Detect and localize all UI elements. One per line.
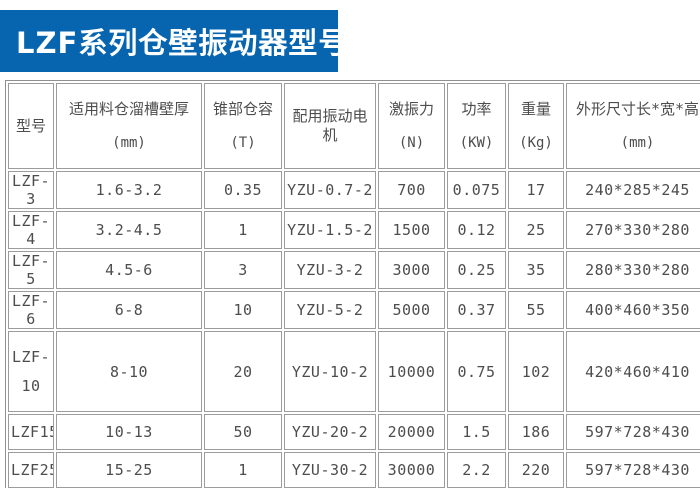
value-cell: YZU-3-2 [284, 251, 376, 289]
value-cell: 3 [204, 251, 282, 289]
column-unit: (T) [230, 135, 256, 152]
model-cell: LZF25 [8, 452, 54, 488]
model-line: LZF- [11, 348, 51, 366]
column-header-motor: 配用振动电机 [284, 83, 376, 169]
value-cell: 10-13 [56, 414, 202, 450]
column-unit: (KW) [459, 135, 494, 152]
spec-table: 型号 适用料仓溜槽壁厚 (mm) 锥部仓容 (T) 配用振动电机 激振力 (N) 功率 (KW) 重… [5, 80, 700, 488]
value-cell: 0.75 [447, 331, 506, 412]
column-label: 功率 [461, 100, 492, 119]
value-cell: 35 [508, 251, 564, 289]
value-cell: 700 [378, 171, 445, 209]
value-cell: 17 [508, 171, 564, 209]
value-cell: 0.37 [447, 291, 506, 329]
column-unit: (Kg) [519, 135, 553, 152]
value-cell: 1 [204, 452, 282, 488]
value-cell: 0.35 [204, 171, 282, 209]
value-cell: 2.2 [447, 452, 506, 488]
value-cell: 5000 [378, 291, 445, 329]
value-cell: YZU-30-2 [284, 452, 376, 488]
value-cell: 30000 [378, 452, 445, 488]
table-row: LZF-5 4.5-6 3 YZU-3-2 3000 0.25 35 280*330*280 [8, 251, 700, 289]
banner: LZF系列仓壁振动器型号 [0, 10, 347, 72]
column-header-exciting-force: 激振力 (N) [378, 83, 445, 169]
model-cell: LZF-5 [8, 251, 54, 289]
table-row: LZF25 15-25 1 YZU-30-2 30000 2.2 220 597*728*43… [8, 452, 700, 488]
value-cell: 597*728*430 [566, 414, 700, 450]
value-cell: YZU-1.5-2 [284, 211, 376, 249]
column-label: 重量 [520, 100, 551, 119]
table-row: LZF15 10-13 50 YZU-20-2 20000 1.5 186 597*728*4… [8, 414, 700, 450]
column-label: 型号 [15, 116, 46, 135]
value-cell: 10 [204, 291, 282, 329]
page-title: LZF系列仓壁振动器型号 [16, 26, 349, 60]
value-cell: 597*728*430 [566, 452, 700, 488]
column-header-dimensions: 外形尺寸长*宽*高 (mm) [566, 83, 700, 169]
value-cell: YZU-5-2 [284, 291, 376, 329]
column-label: 锥部仓容 [212, 100, 273, 119]
table-row: LZF- 10 8-10 20 YZU-10-2 10000 0.75 102 420*460*… [8, 331, 700, 412]
value-cell: 15-25 [56, 452, 202, 488]
column-header-wall-thickness: 适用料仓溜槽壁厚 (mm) [56, 83, 202, 169]
column-unit: (N) [398, 135, 425, 152]
value-cell: 3.2-4.5 [56, 211, 202, 249]
value-cell: 8-10 [56, 331, 202, 412]
value-cell: 102 [508, 331, 564, 412]
value-cell: 1 [204, 211, 282, 249]
model-cell: LZF-6 [8, 291, 54, 329]
value-cell: 25 [508, 211, 564, 249]
table-header-row: 型号 适用料仓溜槽壁厚 (mm) 锥部仓容 (T) 配用振动电机 激振力 (N) 功率 (KW) 重… [8, 83, 700, 169]
column-label: 激振力 [388, 100, 434, 119]
value-cell: 280*330*280 [566, 251, 700, 289]
value-cell: 50 [204, 414, 282, 450]
column-label: 外形尺寸长*宽*高 [575, 100, 700, 119]
model-cell: LZF- 10 [8, 331, 54, 412]
model-cell: LZF-3 [8, 171, 54, 209]
column-unit: (mm) [112, 135, 146, 152]
value-cell: 0.12 [447, 211, 506, 249]
value-cell: 400*460*350 [566, 291, 700, 329]
value-cell: YZU-20-2 [284, 414, 376, 450]
value-cell: 20 [204, 331, 282, 412]
column-header-power: 功率 (KW) [447, 83, 506, 169]
value-cell: 3000 [378, 251, 445, 289]
value-cell: 1.6-3.2 [56, 171, 202, 209]
model-line: 10 [21, 376, 41, 395]
value-cell: 55 [508, 291, 564, 329]
value-cell: 20000 [378, 414, 445, 450]
value-cell: 270*330*280 [566, 211, 700, 249]
column-label: 配用振动电机 [292, 107, 368, 144]
value-cell: YZU-0.7-2 [284, 171, 376, 209]
column-label: 适用料仓溜槽壁厚 [68, 100, 189, 119]
value-cell: 4.5-6 [56, 251, 202, 289]
model-cell: LZF15 [8, 414, 54, 450]
column-header-cone-capacity: 锥部仓容 (T) [204, 83, 282, 169]
column-header-weight: 重量 (Kg) [508, 83, 564, 169]
value-cell: 420*460*410 [566, 331, 700, 412]
value-cell: 10000 [378, 331, 445, 412]
value-cell: 6-8 [56, 291, 202, 329]
value-cell: 0.25 [447, 251, 506, 289]
table-row: LZF-4 3.2-4.5 1 YZU-1.5-2 1500 0.12 25 270*330*… [8, 211, 700, 249]
value-cell: 0.075 [447, 171, 506, 209]
table-row: LZF-6 6-8 10 YZU-5-2 5000 0.37 55 400*460*350 [8, 291, 700, 329]
value-cell: 240*285*245 [566, 171, 700, 209]
column-header-model: 型号 [8, 83, 54, 169]
value-cell: YZU-10-2 [284, 331, 376, 412]
value-cell: 220 [508, 452, 564, 488]
table-row: LZF-3 1.6-3.2 0.35 YZU-0.7-2 700 0.075 17 240*2… [8, 171, 700, 209]
model-cell: LZF-4 [8, 211, 54, 249]
value-cell: 1500 [378, 211, 445, 249]
value-cell: 186 [508, 414, 564, 450]
column-unit: (mm) [620, 135, 655, 152]
value-cell: 1.5 [447, 414, 506, 450]
